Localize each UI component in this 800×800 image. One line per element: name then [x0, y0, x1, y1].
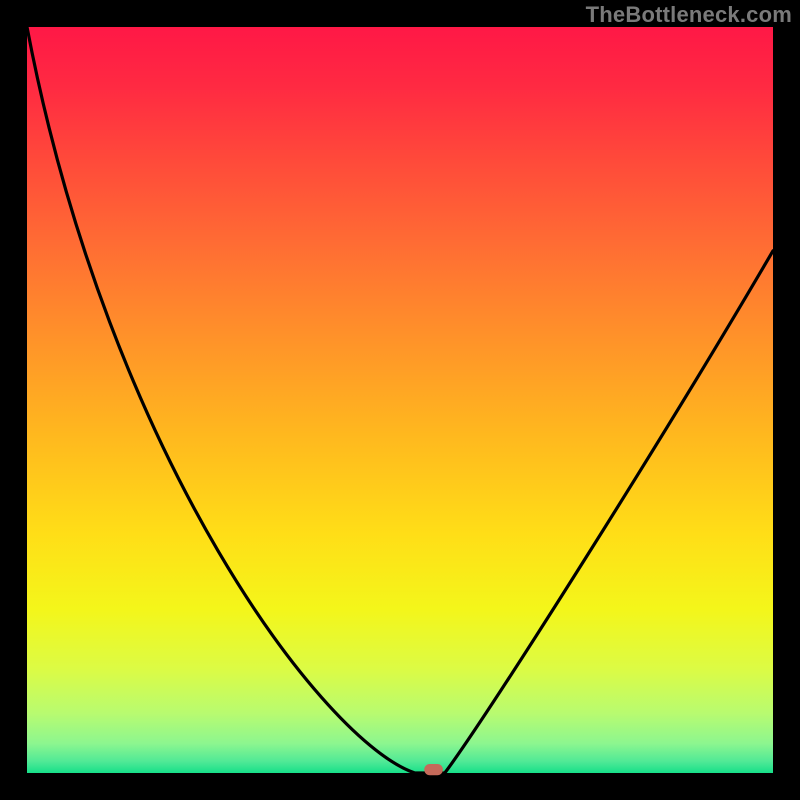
bottleneck-chart	[0, 0, 800, 800]
gradient-plot-area	[27, 27, 773, 773]
bottleneck-marker	[424, 764, 443, 775]
watermark-text: TheBottleneck.com	[586, 2, 792, 28]
chart-container: TheBottleneck.com	[0, 0, 800, 800]
